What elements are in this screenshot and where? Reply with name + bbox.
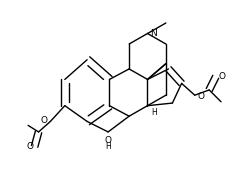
Text: O: O [41,116,48,125]
Text: O: O [104,136,111,145]
Text: O: O [217,72,225,81]
Text: H: H [105,142,111,151]
Text: O: O [26,142,33,151]
Text: H: H [151,108,156,117]
Text: O: O [197,92,204,101]
Text: N: N [149,29,156,38]
